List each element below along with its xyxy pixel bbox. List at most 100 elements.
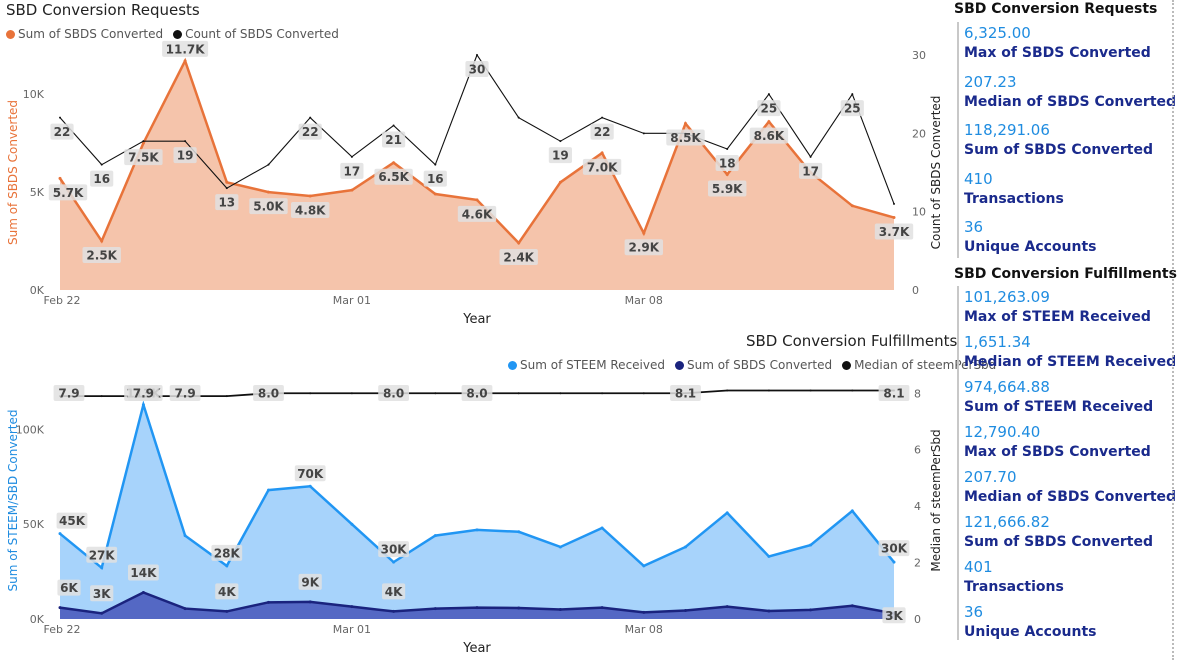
sum-sbds-data-label-bg [291,202,330,218]
y2-tick-label: 10 [912,206,926,219]
bottom-legend-item-median[interactable]: Median of steemPerSbd [842,358,996,372]
steem-received-point [475,528,479,532]
sum-sbds-data-label: 4.6K [462,207,493,221]
steem-received-data-label-bg [294,465,326,482]
top-legend-item-sum[interactable]: Sum of SBDS Converted [6,27,163,41]
sbds-converted-point [767,609,771,613]
sum-sbds-point [558,180,562,184]
sbds-converted-point [809,608,813,612]
sbds-converted-point [225,609,229,613]
sum-sbds-data-label-bg [499,249,538,265]
y-tick-label: 5K [30,186,45,199]
sbds-converted-point [100,611,104,615]
sbds-converted-point [58,606,62,610]
count-sbds-data-label-bg [590,123,614,140]
ful-kpi-label: Sum of SBDS Converted [964,534,1154,550]
sum-sbds-point [725,172,729,176]
steem-received-data-label-bg [56,512,88,529]
count-sbds-data-label: 22 [302,125,319,139]
bottom-legend-label-sbd: Sum of SBDS Converted [686,358,833,372]
top-legend-label-count: Count of SBDS Converted [185,27,339,41]
median-data-label: 8.0 [383,387,404,401]
req-kpi-label: Unique Accounts [964,239,1097,255]
sbds-converted-data-label: 9K [301,575,319,589]
count-sbds-data-label-bg [173,147,197,164]
steem-received-data-label-bg [86,546,118,563]
sum-sbds-point [141,141,145,145]
sum-sbds-point [100,239,104,243]
req-kpi-label: Transactions [964,190,1064,207]
median-data-label-bg [169,385,201,401]
median-data-label-bg [670,385,701,401]
y2-axis-title: Count of SBDS Converted [929,96,943,250]
median-point [225,395,228,398]
steem-received-data-label-bg [878,540,910,557]
top-chart: 0K 5K 10K 0 10 20 30 Feb 22 Mar 01 Mar 08 Year Sum … [6,40,943,327]
count-sbds-point [851,93,854,96]
sbds-converted-data-label: 6K [60,581,78,595]
y2-tick-label: 2 [914,557,921,570]
sum-sbds-point [433,192,437,196]
steem-received-data-label-bg [378,541,409,558]
sum-sbds-data-label: 3.7K [879,225,910,239]
sbds-converted-point [558,608,562,612]
bottom-legend-item-sbd[interactable]: Sum of SBDS Converted [674,358,833,372]
sbds-converted-data-label-bg [215,583,239,600]
ful-kpi-label: Max of STEEM Received [964,309,1151,325]
sum-sbds-point [350,188,354,192]
count-sbds-data-label: 30 [469,63,486,77]
ful-kpi-value: 1,651.34 [964,333,1031,351]
bottom-legend-label-steem: Sum of STEEM Received [520,358,665,372]
count-sbds-data-label-bg [548,147,572,164]
count-sbds-point [100,163,103,166]
sum-sbds-point [267,190,270,194]
sum-sbds-point [892,216,896,220]
steem-received-point [642,564,646,568]
ful-kpi-label: Sum of STEEM Received [964,399,1154,415]
sbds-converted-data-label-bg [882,607,906,624]
median-point [809,389,812,392]
sum-sbds-data-label-bg [624,239,663,256]
sbds-converted-point [308,600,312,604]
sum-sbds-data-label-bg [249,198,288,215]
median-point [309,392,312,395]
sum-sbds-data-label-bg [82,247,121,264]
steem-received-data-label-bg [211,544,243,561]
sum-sbds-data-label-bg [582,158,622,175]
count-sbds-point [767,93,770,96]
y-axis-title: Sum of STEEM/SBD Converted [6,410,20,592]
ful-kpi-value: 36 [964,603,984,621]
y2-tick-label: 20 [912,127,926,140]
kpi-panel: SBD Conversion Requests 6,325.00 Max of S… [948,0,1178,660]
steem-received-area [60,404,894,619]
sum-sbds-data-label-bg [48,184,88,201]
sbds-converted-data-label: 14K [130,566,157,580]
sum-sbds-data-label-bg [457,205,497,222]
steem-received-data-label: 30K [381,543,408,557]
sum-sbds-point [58,176,62,180]
req-kpi-value: 36 [964,218,984,236]
sbds-converted-data-label-bg [90,585,114,602]
sum-sbds-data-label: 6.5K [378,170,409,184]
sbds-converted-data-label-bg [57,579,81,596]
bottom-legend-item-steem[interactable]: Sum of STEEM Received [508,358,665,372]
ful-kpi-value: 401 [964,558,993,576]
median-data-label-bg [461,385,493,401]
ful-kpi-value: 207.70 [964,468,1017,486]
count-sbds-data-label: 16 [427,172,444,186]
sbds-converted-data-label-bg [382,583,406,600]
median-data-label: 8.0 [258,387,279,401]
median-point [559,392,562,395]
sum-sbds-point [475,198,479,202]
sbds-converted-point [642,610,646,614]
ful-kpi-label: Max of SBDS Converted [964,444,1151,460]
kpi-requests-divider [957,22,959,258]
y2-tick-label: 0 [914,613,921,626]
sbds-converted-point [267,600,270,604]
steem-received-point [558,545,562,549]
sum-sbds-area [60,60,894,290]
count-sbds-data-label-bg [215,194,239,211]
median-point [434,392,437,395]
sum-sbds-data-label: 2.4K [503,251,534,265]
top-legend-item-count[interactable]: Count of SBDS Converted [173,27,339,41]
